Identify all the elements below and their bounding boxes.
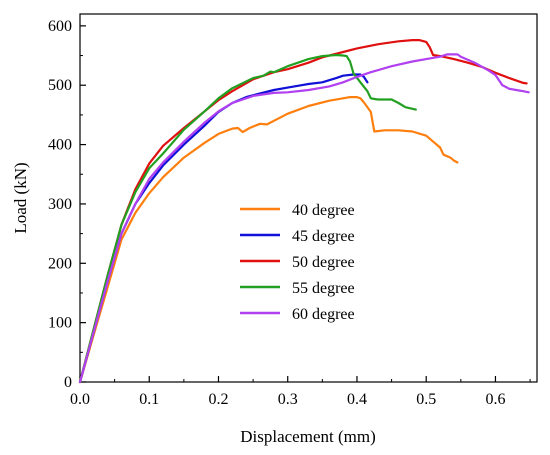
y-axis-ticks: 0 100 200 300 400 500 600 [48, 18, 86, 391]
x-tick-label: 0.6 [485, 391, 505, 408]
x-tick-label: 0.0 [70, 391, 90, 408]
x-axis-title: Displacement (mm) [240, 427, 376, 446]
legend-label: 50 degree [292, 254, 355, 271]
legend-label: 55 degree [292, 280, 355, 297]
x-axis-ticks: 0.0 0.1 0.2 0.3 0.4 0.5 0.6 [70, 376, 531, 408]
y-tick-label: 500 [48, 77, 72, 94]
y-axis-title: Load (kN) [11, 162, 30, 233]
y-tick-label: 600 [48, 18, 72, 35]
legend: 40 degree 45 degree 50 degree 55 degree 60 d… [240, 202, 355, 323]
legend-label: 60 degree [292, 306, 355, 323]
y-tick-label: 200 [48, 255, 72, 272]
x-tick-label: 0.1 [139, 391, 159, 408]
x-tick-label: 0.3 [278, 391, 298, 408]
series-line-40-degree [78, 96, 459, 384]
legend-label: 40 degree [292, 202, 355, 219]
legend-label: 45 degree [292, 228, 355, 245]
y-tick-label: 0 [64, 374, 72, 391]
plot-frame [79, 13, 538, 383]
y-tick-label: 100 [48, 315, 72, 332]
series-line-55-degree [78, 53, 417, 384]
series-lines [78, 39, 530, 384]
series-line-60-degree [78, 53, 530, 384]
x-tick-label: 0.4 [347, 391, 367, 408]
y-tick-label: 300 [48, 196, 72, 213]
y-tick-label: 400 [48, 137, 72, 154]
x-tick-label: 0.2 [208, 391, 228, 408]
series-line-50-degree [78, 39, 528, 384]
x-tick-label: 0.5 [416, 391, 436, 408]
